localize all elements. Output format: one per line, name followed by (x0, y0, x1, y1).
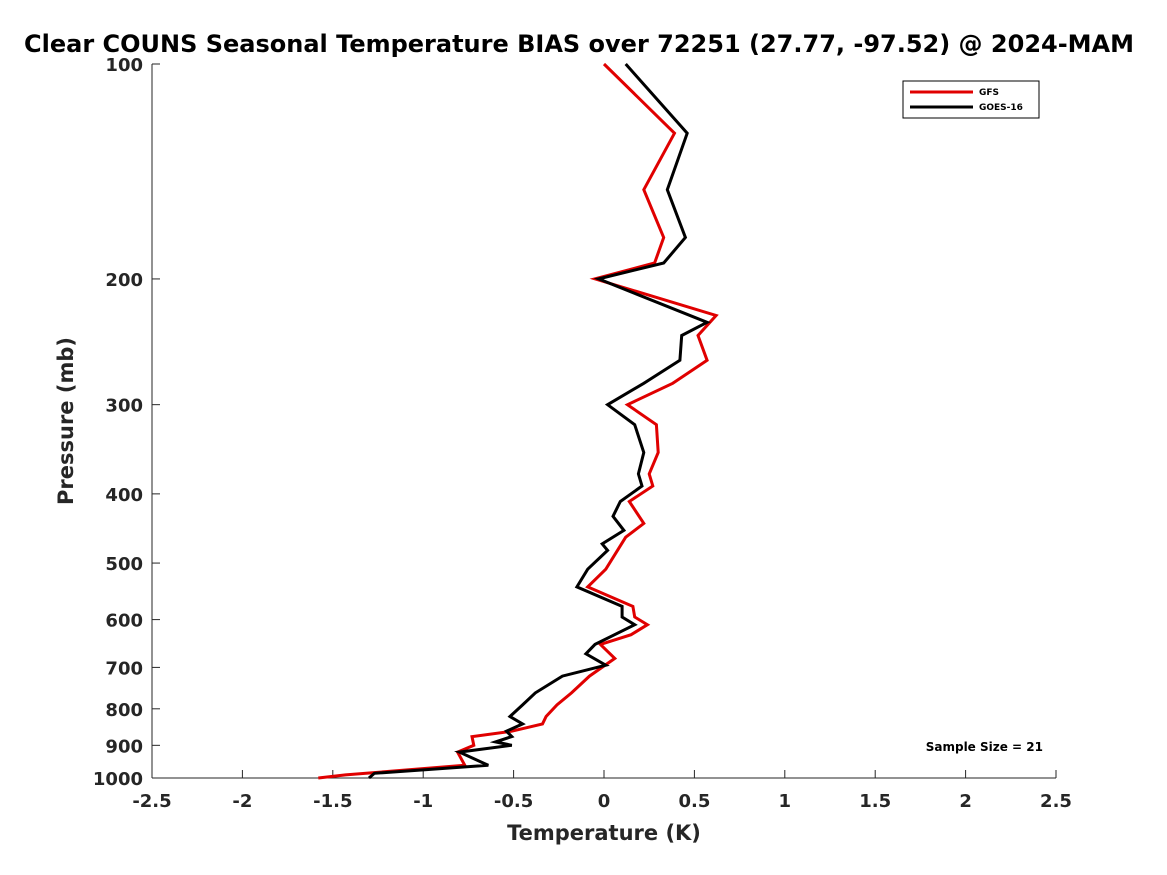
series-line-gfs (318, 62, 719, 780)
y-tick-label: 300 (105, 396, 143, 417)
chart-title: Clear COUNS Seasonal Temperature BIAS ov… (24, 30, 1134, 58)
x-tick-label: 1 (779, 791, 792, 812)
y-tick-label: 500 (105, 554, 143, 575)
legend-label-gfs: GFS (979, 88, 999, 98)
x-tick-label: 2 (959, 791, 972, 812)
legend: GFS GOES-16 (902, 80, 1040, 119)
sample-size-annotation: Sample Size = 21 (926, 740, 1043, 754)
y-tick-label: 400 (105, 485, 143, 506)
x-tick-label: -1.5 (313, 791, 352, 812)
x-tick-label: -2.5 (132, 791, 171, 812)
x-tick-label: -1 (413, 791, 433, 812)
x-tick-label: 2.5 (1040, 791, 1072, 812)
axes: -2.5 -2 -1.5 -1 -0.5 0 0.5 1 1.5 2 2.5 100 200 300 400… (93, 55, 1072, 812)
x-tick-label: 0.5 (678, 791, 710, 812)
y-tick-label: 1000 (93, 769, 143, 790)
y-axis-label: Pressure (mb) (54, 337, 78, 505)
x-tick-label: -2 (232, 791, 252, 812)
x-axis-label: Temperature (K) (507, 821, 701, 845)
x-tick-label: 1.5 (859, 791, 891, 812)
y-tick-label: 200 (105, 270, 143, 291)
y-tick-label: 700 (105, 658, 143, 679)
legend-box (902, 80, 1040, 119)
x-tick-label: 0 (598, 791, 611, 812)
y-tick-label: 900 (105, 736, 143, 757)
x-tick-label: -0.5 (494, 791, 533, 812)
y-tick-label: 100 (105, 55, 143, 76)
plot-area (152, 64, 1056, 778)
y-tick-label: 800 (105, 700, 143, 721)
series-line-goes-16 (368, 63, 711, 780)
series-layer (318, 62, 719, 780)
y-tick-label: 600 (105, 611, 143, 632)
legend-label-goes-16: GOES-16 (979, 103, 1023, 113)
